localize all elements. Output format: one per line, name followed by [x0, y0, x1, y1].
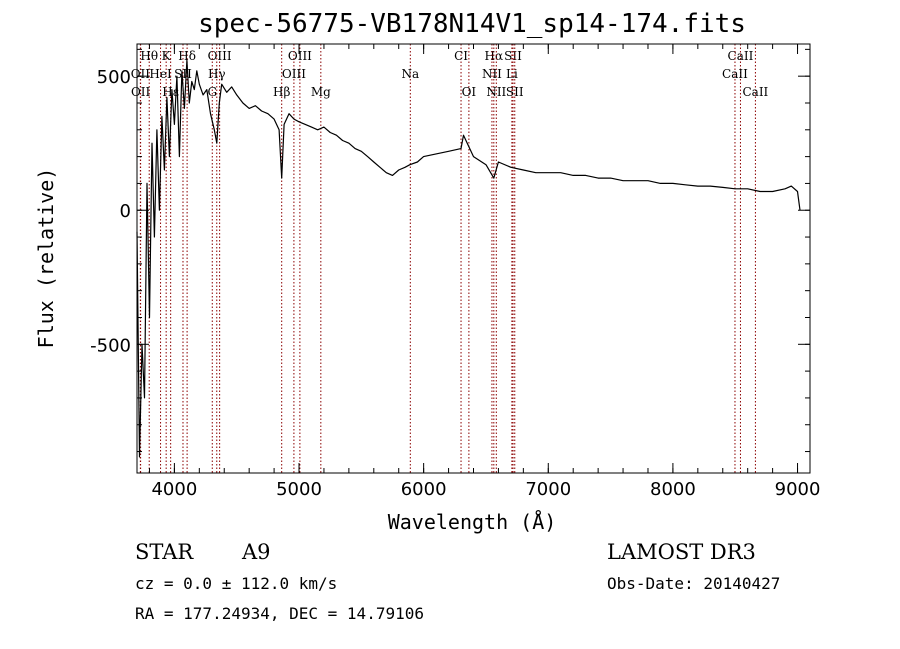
line-marker-label-13: OIII	[282, 67, 306, 81]
plot-frame	[136, 43, 811, 474]
x-tick-label-5000: 5000	[276, 479, 322, 500]
line-marker-label-19: Hε	[162, 85, 179, 99]
line-marker-label-8: CaII	[728, 49, 754, 63]
line-marker-label-23: OI	[462, 85, 477, 99]
line-marker-label-22: Mg	[311, 85, 331, 99]
axes: 4000 5000 6000 7000 8000 9000 -500 0 500	[90, 43, 821, 500]
y-tick-label-500: 500	[97, 67, 131, 88]
x-tick-label-6000: 6000	[401, 479, 447, 500]
redshift-text: cz = 0.0 ± 112.0 km/s	[135, 574, 338, 593]
line-marker-label-4: OIII	[288, 49, 312, 63]
line-marker-label-7: SII	[504, 49, 522, 63]
spectrum-series	[136, 59, 801, 458]
line-marker-label-5: CI	[454, 49, 468, 63]
x-tick-label-9000: 9000	[775, 479, 821, 500]
line-marker-label-12: Hγ	[208, 67, 226, 81]
line-marker-label-18: OII	[131, 85, 151, 99]
x-axis-label: Wavelength (Å)	[388, 510, 557, 534]
y-tick-label--500: -500	[90, 335, 131, 356]
chart-title: spec-56775-VB178N14V1_sp14-174.fits	[198, 9, 746, 39]
line-marker-label-25: SII	[506, 85, 524, 99]
line-marker-label-9: OII	[131, 67, 151, 81]
line-marker-label-15: NII	[482, 67, 502, 81]
line-marker-label-0: Hθ	[140, 49, 158, 63]
line-marker-label-17: CaII	[722, 67, 748, 81]
x-tick-label-8000: 8000	[650, 479, 696, 500]
line-marker-label-16: Li	[506, 67, 518, 81]
object-subclass: A9	[242, 540, 271, 564]
line-marker-label-26: CaII	[742, 85, 768, 99]
series-line-spectrum	[136, 59, 801, 458]
line-marker-label-24: NII	[486, 85, 506, 99]
line-marker-label-14: Na	[401, 67, 419, 81]
y-tick-label-0: 0	[120, 201, 131, 222]
object-class: STAR	[135, 540, 194, 564]
survey-name: LAMOST DR3	[607, 540, 756, 564]
line-marker-label-6: Hα	[485, 49, 504, 63]
line-marker-label-1: K	[162, 49, 172, 63]
obs-date: Obs-Date: 20140427	[607, 574, 781, 593]
line-marker-label-21: Hβ	[273, 85, 290, 99]
coordinates: RA = 177.24934, DEC = 14.79106	[135, 604, 424, 623]
y-axis-label: Flux (relative)	[34, 168, 58, 349]
x-tick-label-7000: 7000	[525, 479, 571, 500]
line-marker-label-10: HeI	[149, 67, 172, 81]
line-marker-label-3: OIII	[208, 49, 232, 63]
x-tick-label-4000: 4000	[151, 479, 197, 500]
line-marker-label-20: G	[207, 85, 217, 99]
